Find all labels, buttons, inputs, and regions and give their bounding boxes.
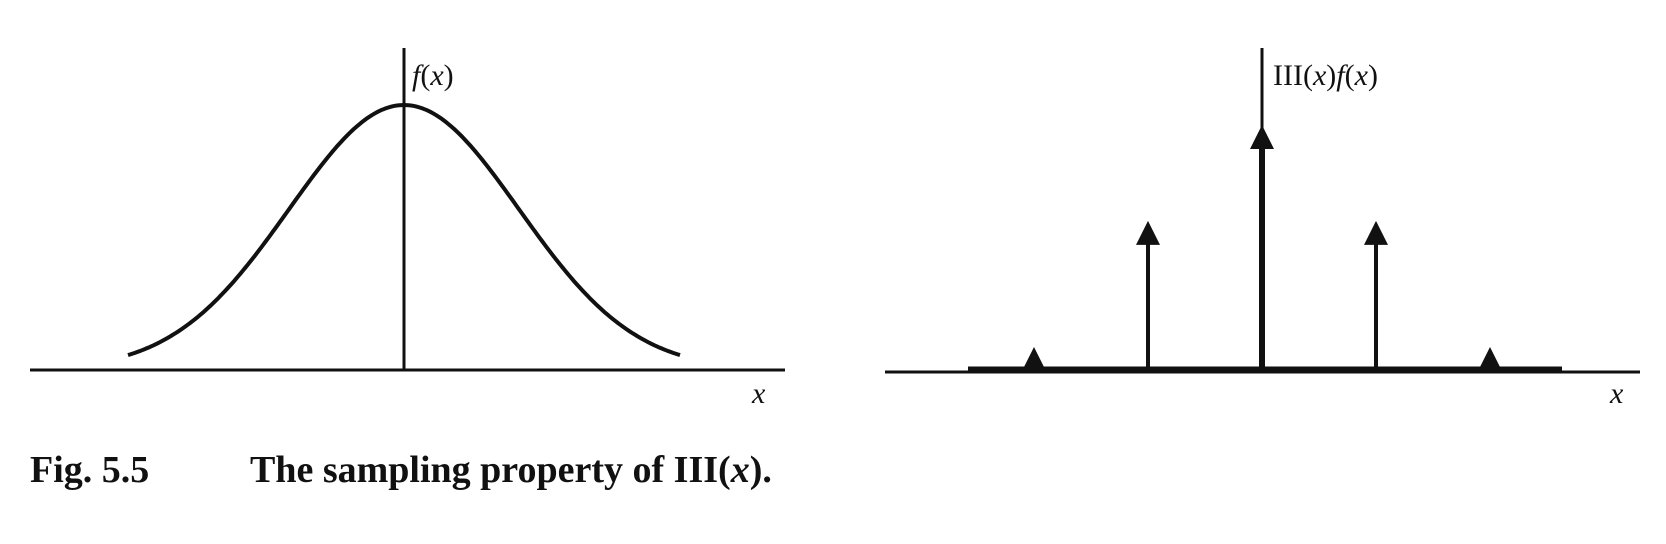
figure-number: Fig. 5.5 xyxy=(30,449,150,491)
right-product-label: III(x)f(x) xyxy=(1273,59,1378,92)
left-curve-label: f(x) xyxy=(412,59,454,92)
sample-arrowhead-2 xyxy=(1250,125,1274,149)
sample-arrowhead-4 xyxy=(1479,347,1501,369)
right-panel: III(x)f(x) x xyxy=(885,48,1640,410)
figure-caption: The sampling property of III(x). xyxy=(250,449,772,491)
sample-arrowhead-3 xyxy=(1364,220,1388,245)
right-axis-label: x xyxy=(1609,377,1624,410)
sample-arrowhead-0 xyxy=(1023,347,1045,369)
sample-arrowhead-1 xyxy=(1136,220,1160,245)
sample-spikes xyxy=(1023,125,1501,369)
left-panel: f(x) x xyxy=(30,48,785,410)
left-axis-label: x xyxy=(751,377,766,410)
gaussian-curve xyxy=(127,102,681,358)
